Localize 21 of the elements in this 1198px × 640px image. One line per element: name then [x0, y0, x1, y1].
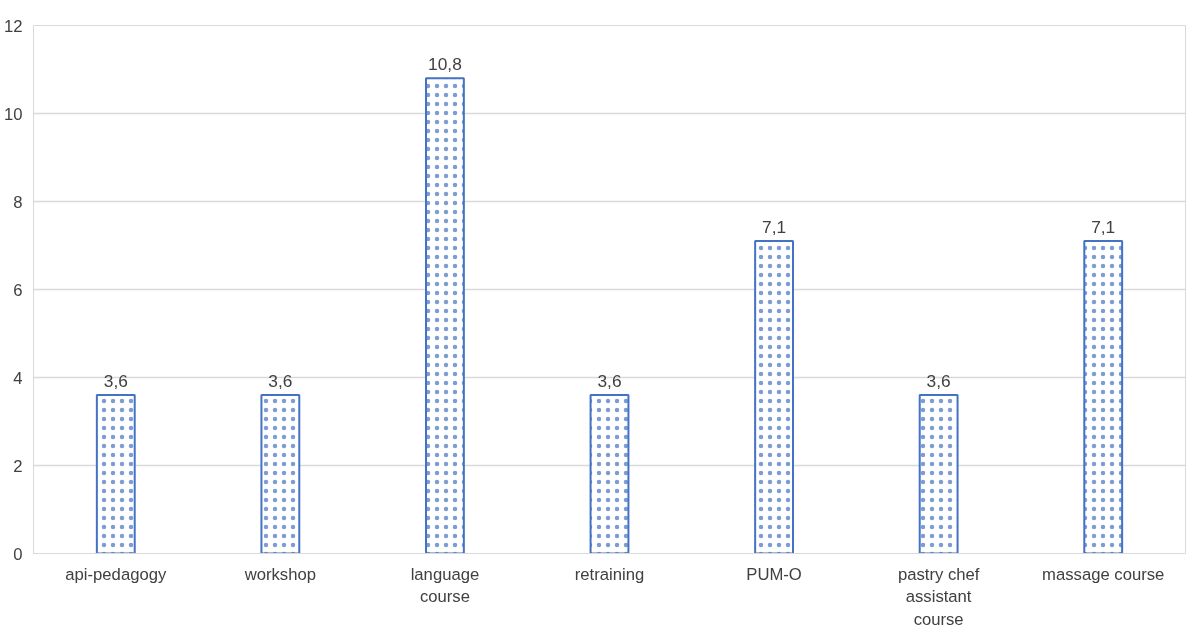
y-tick-label: 0: [13, 544, 23, 564]
x-tick-label: retraining: [574, 564, 645, 584]
data-label: 3,6: [926, 371, 951, 392]
data-label: 3,6: [103, 371, 128, 392]
x-tick-label: PUM-O: [746, 564, 802, 584]
x-tick-label: language course: [410, 564, 480, 607]
x-tick-label: massage course: [1042, 564, 1165, 584]
x-tick-label: workshop: [243, 564, 317, 584]
data-label: 7,1: [1091, 217, 1116, 238]
data-label: 3,6: [597, 371, 622, 392]
x-tick-label: pastry chef assistant course: [897, 564, 980, 630]
y-tick-label: 12: [3, 16, 23, 36]
data-label: 10,8: [428, 54, 462, 75]
y-tick-label: 8: [13, 192, 23, 212]
y-tick-label: 6: [13, 280, 23, 300]
y-tick-label: 2: [13, 456, 23, 476]
y-tick-label: 10: [3, 104, 23, 124]
y-tick-label: 4: [13, 368, 23, 388]
x-tick-label: api-pedagogy: [65, 564, 167, 584]
data-label: 3,6: [268, 371, 293, 392]
data-label: 7,1: [762, 217, 787, 238]
